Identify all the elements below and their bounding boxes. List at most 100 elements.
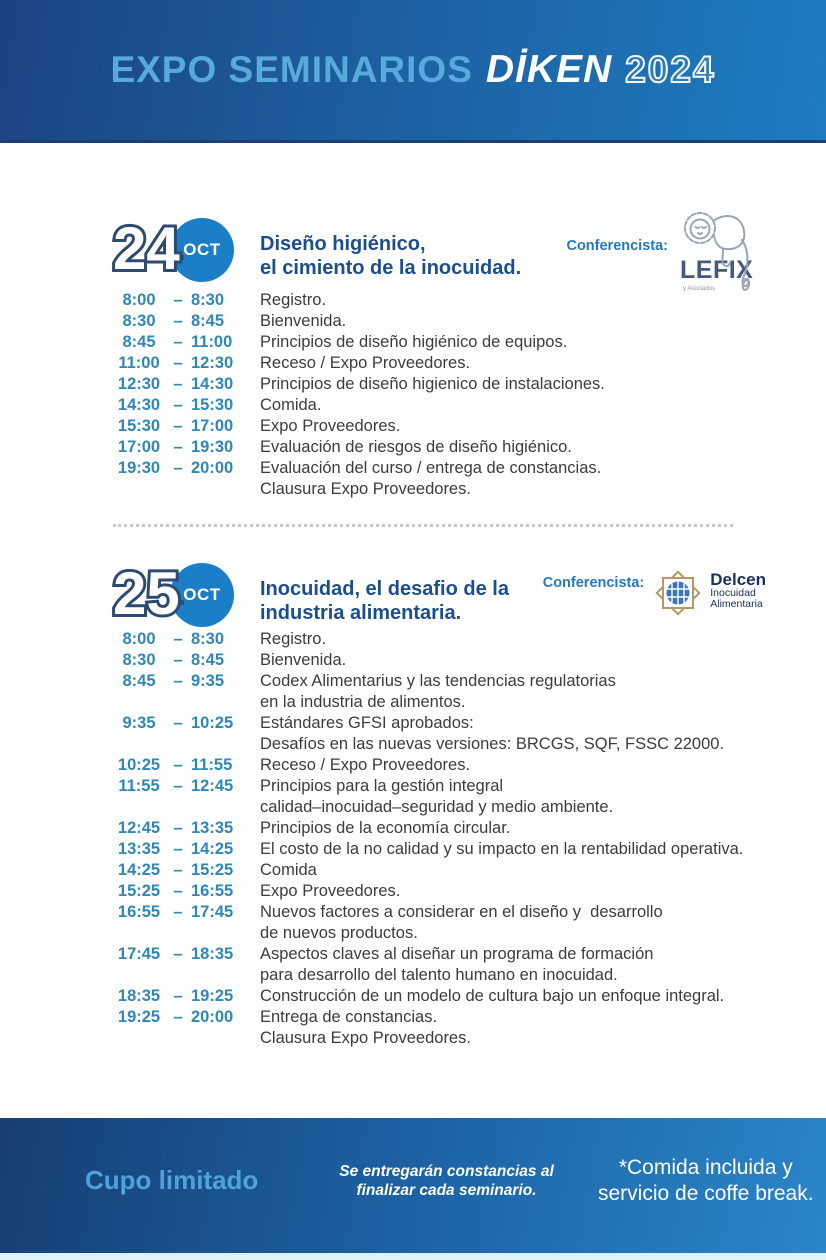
day-25-month-circle: OCT — [170, 563, 234, 627]
start-time: 17:00 — [117, 438, 161, 456]
speaker-label: Conferencista: — [542, 575, 645, 591]
activity-label: Evaluación de riesgos de diseño higiénic… — [260, 438, 572, 456]
activity-label: Codex Alimentarius y las tendencias regu… — [260, 672, 616, 711]
start-time: 9:35 — [122, 714, 156, 732]
start-time: 11:55 — [118, 777, 160, 795]
time-dash: – — [173, 333, 183, 351]
day-24-schedule: 8:00–8:30 Registro. 8:30–8:45 Bienvenida. 8:… — [113, 290, 766, 500]
delcen-sub2: Alimentaria — [710, 598, 763, 610]
time-dash: – — [173, 291, 183, 309]
schedule-row: 9:35–10:25 Estándares GFSI aprobados: Des… — [113, 713, 766, 755]
end-time: 18:35 — [191, 945, 234, 963]
schedule-row: 8:45–11:00 Principios de diseño higiénico… — [113, 332, 766, 353]
day-25-header: 25 25 25 OCT Inocuidad, el desafio de la… — [110, 555, 766, 630]
end-time: 20:00 — [191, 1008, 234, 1026]
end-time: 8:45 — [191, 651, 225, 669]
end-time: 12:30 — [191, 354, 234, 372]
end-time: 15:25 — [191, 861, 234, 879]
schedule-row: 12:45–13:35 Principios de la economía cir… — [113, 818, 766, 839]
day-25-badge: 25 25 25 OCT — [110, 555, 260, 635]
time-dash: – — [173, 840, 183, 858]
end-time: 11:55 — [191, 756, 233, 774]
header-year: 2024 — [624, 48, 716, 91]
start-time: 12:30 — [117, 375, 161, 393]
schedule-row: 14:25–15:25 Comida — [113, 860, 766, 881]
activity-label: Principios de diseño higienico de instal… — [260, 375, 605, 393]
day-24-number: 24 24 24 — [110, 212, 183, 286]
schedule-row: 10:25–11:55 Receso / Expo Proveedores. — [113, 755, 766, 776]
schedule-row: 12:30–14:30 Principios de diseño higienic… — [113, 374, 766, 395]
schedule-row: 8:00–8:30 Registro. — [113, 290, 766, 311]
start-time: 8:30 — [122, 651, 156, 669]
day-24-speaker: Conferencista: LEFIX y Asociados — [541, 210, 766, 302]
activity-label: Construcción de un modelo de cultura baj… — [260, 987, 725, 1005]
time-dash: – — [173, 714, 183, 732]
speaker-label: Conferencista: — [566, 238, 668, 254]
end-time: 19:30 — [191, 438, 234, 456]
schedule-row: 15:25–16:55 Expo Proveedores. — [113, 881, 766, 902]
end-time: 14:25 — [191, 840, 234, 858]
activity-label: Evaluación del curso / entrega de consta… — [260, 459, 602, 498]
schedule-row: 19:25–20:00 Entrega de constancias. Claus… — [113, 1007, 766, 1049]
time-dash: – — [173, 882, 183, 900]
day-24-number-outline: 24 — [110, 212, 183, 285]
activity-label: El costo de la no calidad y su impacto e… — [260, 840, 744, 858]
time-dash: – — [173, 459, 183, 477]
activity-label: Receso / Expo Proveedores. — [260, 756, 471, 774]
end-time: 8:45 — [191, 312, 225, 330]
day-section-24: 24 24 24 OCT Diseño higiénico, el cimien… — [110, 210, 766, 500]
time-dash: – — [173, 861, 183, 879]
activity-label: Principios para la gestión integral cali… — [260, 777, 614, 816]
end-time: 14:30 — [191, 375, 234, 393]
activity-label: Estándares GFSI aprobados: Desafíos en l… — [260, 714, 725, 753]
day-24-number-fill: 24 — [113, 215, 180, 282]
badge-dot — [179, 600, 184, 605]
day-24-titlebox: Diseño higiénico, el cimiento de la inoc… — [260, 210, 541, 280]
end-time: 19:25 — [191, 987, 234, 1005]
schedule-row: 14:30–15:30 Comida. — [113, 395, 766, 416]
start-time: 15:30 — [117, 417, 161, 435]
time-dash: – — [173, 987, 183, 1005]
footer-comida-note: *Comida incluida y servicio de coffe bre… — [598, 1155, 814, 1205]
start-time: 17:45 — [117, 945, 161, 963]
brand-logo-diken: DİKEN — [485, 48, 613, 91]
time-dash: – — [173, 819, 183, 837]
activity-label: Registro. — [260, 291, 327, 309]
day-25-number-fill: 25 — [113, 560, 180, 627]
footer-constancias-note: Se entregarán constancias al finalizar c… — [339, 1162, 554, 1199]
start-time: 8:00 — [122, 630, 156, 648]
delcen-diamond-icon — [655, 570, 701, 616]
activity-label: Bienvenida. — [260, 312, 347, 330]
schedule-row: 19:30–20:00 Evaluación del curso / entreg… — [113, 458, 766, 500]
activity-label: Nuevos factores a considerar en el diseñ… — [260, 903, 663, 942]
lefix-logo: LEFIX y Asociados — [676, 210, 766, 302]
end-time: 9:35 — [191, 672, 225, 690]
day-24-header: 24 24 24 OCT Diseño higiénico, el cimien… — [110, 210, 766, 292]
activity-label: Principios de la economía circular. — [260, 819, 511, 837]
end-time: 17:00 — [191, 417, 234, 435]
day-24-month-circle: OCT — [170, 218, 234, 282]
time-dash: – — [173, 630, 183, 648]
start-time: 8:45 — [122, 672, 156, 690]
schedule-row: 8:30–8:45 Bienvenida. — [113, 311, 766, 332]
end-time: 15:30 — [191, 396, 234, 414]
schedule-row: 15:30–17:00 Expo Proveedores. — [113, 416, 766, 437]
day-25-schedule: 8:00–8:30 Registro. 8:30–8:45 Bienvenida. 8:… — [113, 629, 766, 1049]
day-25-month-label: OCT — [183, 585, 221, 604]
footer-cupo-limitado: Cupo limitado — [85, 1165, 259, 1195]
delcen-sub1: Inocuidad — [710, 587, 756, 599]
schedule-row: 8:30–8:45 Bienvenida. — [113, 650, 766, 671]
time-dash: – — [173, 438, 183, 456]
start-time: 18:35 — [117, 987, 161, 1005]
start-time: 19:25 — [117, 1008, 161, 1026]
header-title-expo: EXPO SEMINARIOS — [110, 49, 473, 90]
day-25-speaker: Conferencista: — [541, 555, 766, 619]
activity-label: Expo Proveedores. — [260, 882, 401, 900]
time-dash: – — [173, 396, 183, 414]
start-time: 16:55 — [117, 903, 161, 921]
schedule-row: 11:00–12:30 Receso / Expo Proveedores. — [113, 353, 766, 374]
start-time: 12:45 — [117, 819, 161, 837]
time-dash: – — [173, 312, 183, 330]
footer-banner: Cupo limitado Se entregarán constancias … — [0, 1118, 826, 1253]
